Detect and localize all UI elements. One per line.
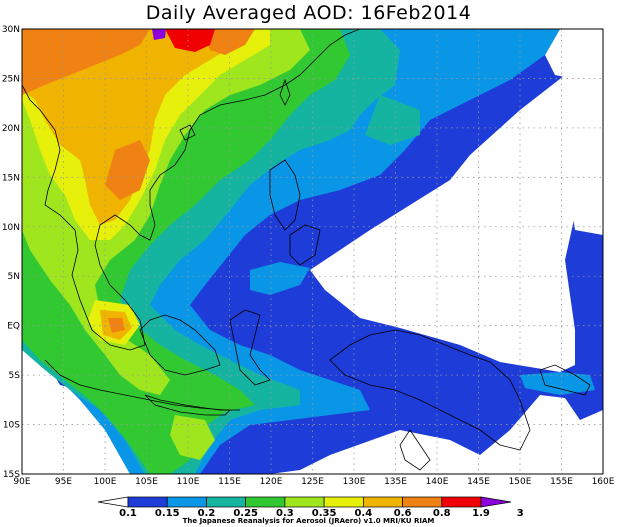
lon-tick-label: 90E: [13, 477, 30, 487]
colorbar-label: 0.25: [233, 508, 258, 519]
aod-field: [22, 29, 603, 474]
lon-tick-label: 140E: [426, 477, 449, 487]
map-frame: [21, 28, 604, 475]
colorbar-swatch: [362, 496, 403, 508]
credit-text: The Japanese Reanalysis for Aerosol (JRA…: [182, 517, 435, 525]
colorbar-label: 0.4: [354, 508, 372, 519]
lon-tick-label: 110E: [177, 477, 200, 487]
coastlines: [22, 29, 591, 471]
colorbar-swatch: [284, 496, 325, 508]
colorbar-label: 0.2: [198, 508, 216, 519]
lat-tick-label: 25N: [2, 74, 20, 84]
lon-tick-label: 150E: [509, 477, 532, 487]
colorbar-label: 0.1: [119, 508, 137, 519]
lat-tick-labels: 30N 25N 20N 15N 10N 5N EQ 5S 10S 15S: [2, 25, 20, 480]
colorbar-label: 0.3: [276, 508, 294, 519]
lon-tick-label: 130E: [343, 477, 366, 487]
colorbar-label: 0.35: [312, 508, 337, 519]
lon-tick-labels: 90E 95E 100E 105E 110E 115E 120E 125E 130E 135E 14…: [13, 477, 614, 487]
lon-tick-label: 125E: [301, 477, 324, 487]
lon-tick-label: 115E: [218, 477, 241, 487]
lat-tick-label: 5N: [8, 272, 20, 282]
colorbar-label: 3: [517, 508, 524, 519]
map-title: Daily Averaged AOD: 16Feb2014: [145, 2, 472, 24]
lon-tick-label: 135E: [384, 477, 407, 487]
lat-tick-label: 30N: [2, 25, 20, 35]
lat-tick-label: 15S: [3, 470, 20, 480]
lat-tick-label: 20N: [2, 124, 20, 134]
lon-tick-label: 100E: [94, 477, 117, 487]
colorbar-low-arrow: [97, 496, 129, 508]
colorbar-label: 0.8: [433, 508, 451, 519]
lon-tick-label: 120E: [260, 477, 283, 487]
lat-tick-label: 5S: [9, 371, 21, 381]
colorbar-swatch: [245, 496, 286, 508]
lat-lon-grid: [22, 29, 603, 474]
colorbar-high-arrow: [480, 496, 512, 508]
colorbar-label: 1.9: [472, 508, 490, 519]
colorbar-label: 0.15: [155, 508, 180, 519]
colorbar-swatch: [441, 496, 482, 508]
colorbar-label: 0.6: [394, 508, 412, 519]
lat-tick-label: EQ: [7, 322, 20, 332]
lat-tick-label: 10N: [2, 223, 20, 233]
lon-tick-label: 160E: [592, 477, 615, 487]
colorbar-swatch: [166, 496, 207, 508]
lon-tick-label: 105E: [135, 477, 158, 487]
colorbar: 0.1 0.15 0.2 0.25 0.3 0.35 0.4 0.6 0.8 1.9 3: [97, 496, 524, 519]
lon-tick-label: 95E: [55, 477, 72, 487]
colorbar-swatch: [127, 496, 168, 508]
lon-tick-label: 145E: [467, 477, 490, 487]
lat-tick-label: 10S: [3, 421, 20, 431]
lat-tick-label: 15N: [2, 173, 20, 183]
colorbar-swatch: [323, 496, 364, 508]
lon-tick-label: 155E: [550, 477, 573, 487]
colorbar-swatch: [402, 496, 443, 508]
colorbar-swatch: [206, 496, 247, 508]
